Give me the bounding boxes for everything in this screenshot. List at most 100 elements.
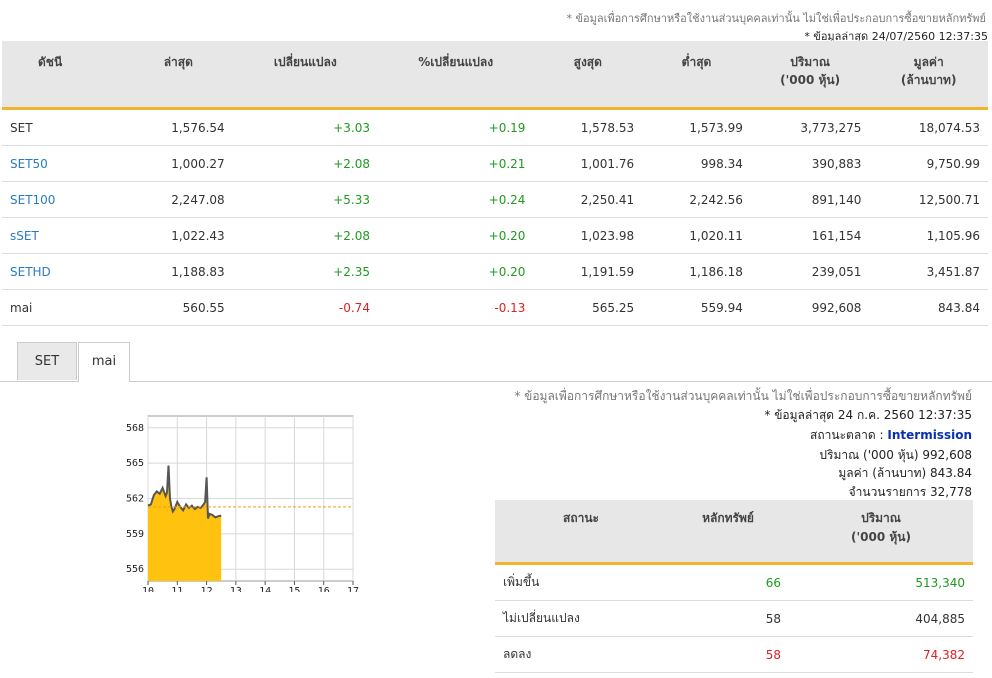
breadth-volume: 74,382 [789,636,973,673]
col-volume: ปริมาณ ('000 หุ้น) [750,41,870,110]
col-low: ต่ำสุด [642,41,751,110]
last-value: 1,576.54 [123,108,233,146]
pct-change-value: +0.21 [377,145,534,182]
x-tick-label: 15 [288,586,300,592]
y-tick-label: 559 [126,529,144,540]
panel-updated: * ข้อมูลล่าสุด 24 ก.ค. 2560 12:37:35 [764,408,972,422]
x-tick-label: 10 [142,586,154,592]
pct-change-value: +0.20 [377,253,534,290]
y-tick-label: 556 [126,564,144,575]
col-value: มูลค่า (ล้านบาท) [869,41,988,110]
change-value: +2.08 [232,217,378,254]
y-tick-label: 562 [126,494,144,505]
volume-value: 992,608 [922,448,972,462]
table-row: SETHD 1,188.83 +2.35 +0.20 1,191.59 1,186.18 2… [2,253,988,290]
value-value: 1,105.96 [869,217,988,254]
low-value: 559.94 [642,289,751,326]
x-tick-label: 16 [318,586,330,592]
col-securities: หลักทรัพย์ [667,500,789,565]
table-row: mai 560.55 -0.74 -0.13 565.25 559.94 992,608 84… [2,289,988,326]
value-value: 9,750.99 [869,145,988,182]
low-value: 998.34 [642,145,751,182]
x-tick-label: 12 [201,586,213,592]
volume-value: 992,608 [750,289,870,326]
index-tabs: SET mai [0,342,992,382]
pct-change-value: +0.24 [377,181,534,218]
col-high: สูงสุด [533,41,643,110]
col-breadth-volume: ปริมาณ ('000 หุ้น) [789,500,973,565]
x-tick-label: 11 [171,586,183,592]
pct-change-value: -0.13 [377,289,534,326]
value-value: 843.84 [930,466,972,480]
breadth-volume: 513,340 [789,563,973,601]
low-value: 1,020.11 [642,217,751,254]
volume-value: 161,154 [750,217,870,254]
x-tick-label: 13 [230,586,242,592]
disclaimer-note: * ข้อมูลเพื่อการศึกษาหรือใช้งานส่วนบุคคล… [566,12,986,25]
deals-row: จำนวนรายการ 32,778 [849,483,972,502]
y-tick-label: 568 [126,423,144,434]
value-value: 12,500.71 [869,181,988,218]
breadth-count: 66 [667,563,789,601]
change-value: +2.08 [232,145,378,182]
table-row: SET 1,576.54 +3.03 +0.19 1,578.53 1,573.99 3,7… [2,108,988,146]
x-tick-label: 17 [347,586,359,592]
high-value: 1,001.76 [533,145,643,182]
breadth-status: เพิ่มขึ้น [495,563,667,601]
value-value: 843.84 [869,289,988,326]
volume-value: 3,773,275 [750,108,870,146]
index-name[interactable]: sSET [2,217,124,254]
deals-value: 32,778 [930,485,972,499]
change-value: +2.35 [232,253,378,290]
breadth-status: ไม่เปลี่ยนแปลง [495,600,667,637]
table-row: ลดลง 58 74,382 [495,636,973,673]
table-row: SET100 2,247.08 +5.33 +0.24 2,250.41 2,242.56… [2,181,988,218]
low-value: 2,242.56 [642,181,751,218]
last-value: 2,247.08 [123,181,233,218]
panel-disclaimer: * ข้อมูลเพื่อการศึกษาหรือใช้งานส่วนบุคคล… [514,389,972,403]
col-pct-change: %เปลี่ยนแปลง [377,41,534,110]
breadth-count: 58 [667,600,789,637]
market-status-row: สถานะตลาด : Intermission [810,426,972,445]
col-last: ล่าสุด [123,41,233,110]
price-line [147,465,222,519]
intraday-chart: 556 559 562 565 568 10 11 12 13 14 15 16 17 [126,415,359,592]
last-value: 1,000.27 [123,145,233,182]
value-value: 18,074.53 [869,108,988,146]
index-name: mai [2,289,124,326]
high-value: 2,250.41 [533,181,643,218]
high-value: 565.25 [533,289,643,326]
volume-value: 239,051 [750,253,870,290]
tab-set[interactable]: SET [17,342,77,380]
deals-label: จำนวนรายการ [848,485,927,499]
y-tick-label: 565 [126,458,144,469]
low-value: 1,573.99 [642,108,751,146]
last-value: 560.55 [123,289,233,326]
last-value: 1,022.43 [123,217,233,254]
index-table-header: ดัชนี ล่าสุด เปลี่ยนแปลง %เปลี่ยนแปลง สู… [2,41,988,110]
last-updated: * ข้อมูลล่าสุด 24/07/2560 12:37:35 [804,30,988,43]
tab-mai[interactable]: mai [78,342,130,382]
high-value: 1,578.53 [533,108,643,146]
col-change: เปลี่ยนแปลง [232,41,378,110]
index-name[interactable]: SET100 [2,181,124,218]
value-row: มูลค่า (ล้านบาท) 843.84 [838,464,972,483]
change-value: +3.03 [232,108,378,146]
breadth-count: 58 [667,636,789,673]
breadth-status: ลดลง [495,636,667,673]
index-name: SET [2,108,124,146]
col-index: ดัชนี [2,41,124,110]
change-value: -0.74 [232,289,378,326]
index-name[interactable]: SETHD [2,253,124,290]
volume-value: 891,140 [750,181,870,218]
high-value: 1,191.59 [533,253,643,290]
high-value: 1,023.98 [533,217,643,254]
table-row: sSET 1,022.43 +2.08 +0.20 1,023.98 1,020.11 16… [2,217,988,254]
market-status-label: สถานะตลาด : [810,428,884,442]
x-tick-label: 14 [259,586,271,592]
table-row: SET50 1,000.27 +2.08 +0.21 1,001.76 998.34 390… [2,145,988,182]
value-label: มูลค่า (ล้านบาท) [838,466,927,480]
index-name[interactable]: SET50 [2,145,124,182]
market-status-value: Intermission [887,428,972,442]
change-value: +5.33 [232,181,378,218]
